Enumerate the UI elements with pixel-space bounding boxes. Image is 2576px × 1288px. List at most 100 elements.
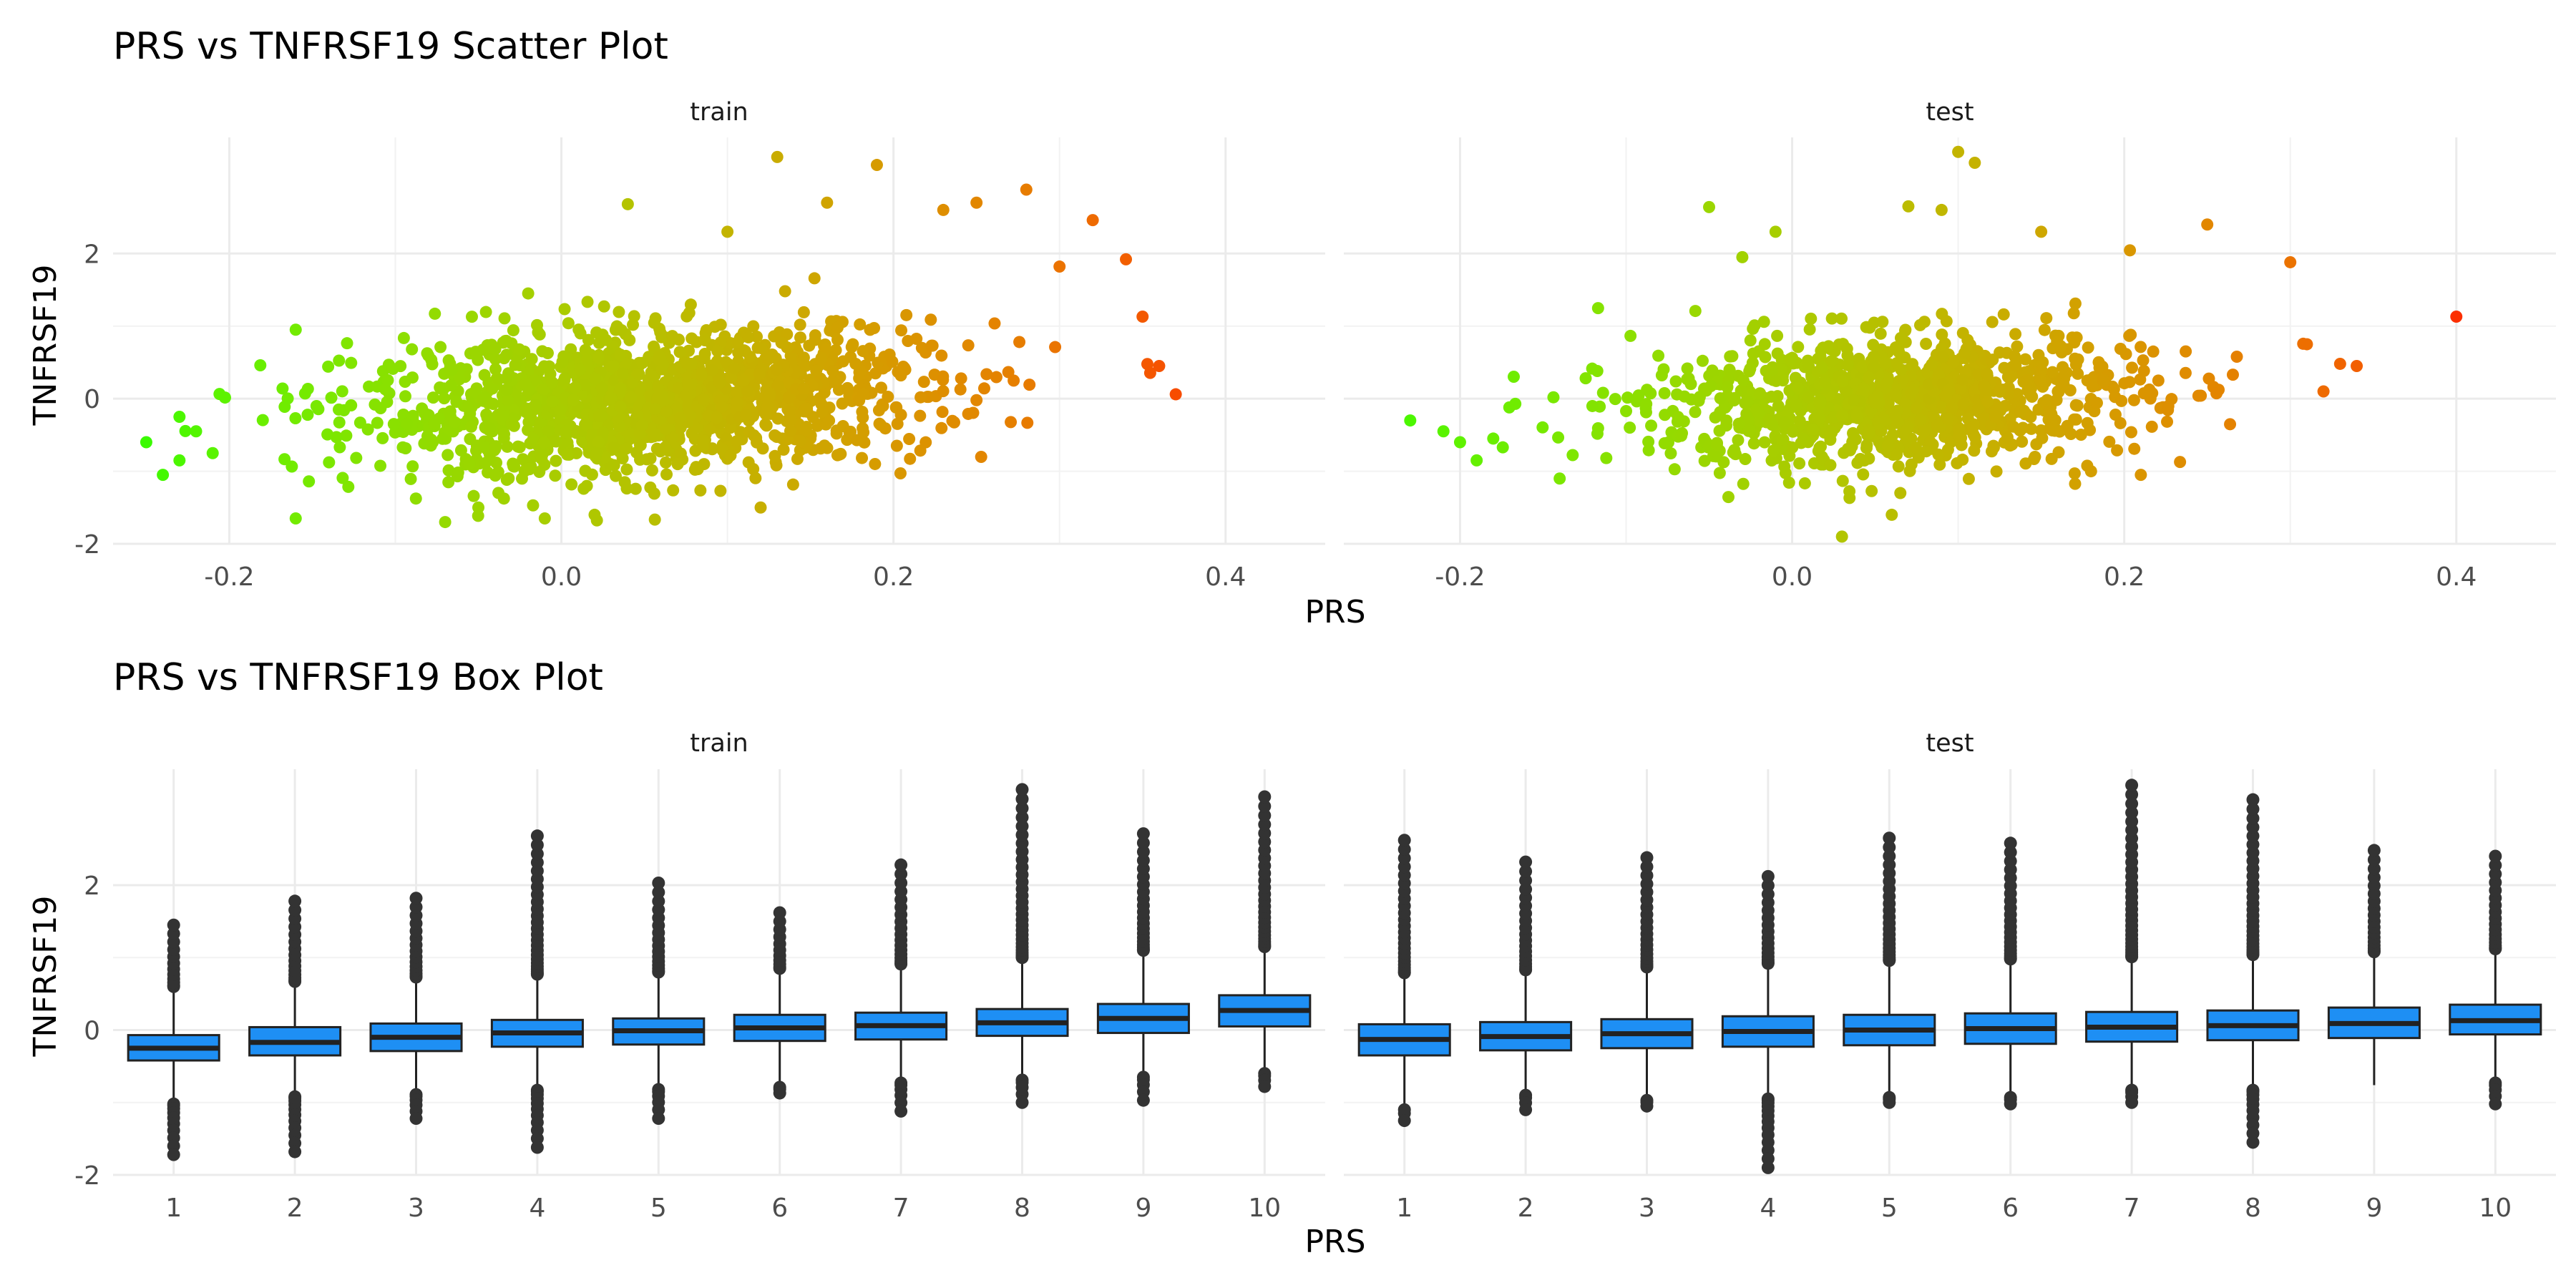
box-outlier	[2246, 1136, 2260, 1149]
scatter-point	[1946, 401, 1958, 414]
scatter-point	[1894, 331, 1907, 344]
box-outlier	[2004, 1097, 2017, 1111]
scatter-point	[1758, 436, 1771, 449]
scatter-point	[1470, 454, 1483, 467]
scatter-point	[336, 472, 349, 484]
box-outlier	[1015, 783, 1029, 796]
scatter-point	[590, 326, 603, 339]
scatter-point	[2074, 429, 2087, 441]
scatter-point	[2126, 361, 2139, 374]
scatter-point	[1936, 351, 1949, 364]
scatter-point	[1807, 423, 1820, 436]
scatter-point	[421, 347, 434, 360]
scatter-point	[1954, 382, 1967, 395]
scatter-point	[711, 344, 724, 357]
scatter-point	[2001, 431, 2014, 444]
box-outlier	[652, 1112, 665, 1126]
scatter-point	[399, 442, 412, 455]
scatter-point	[206, 447, 219, 459]
scatter-point	[1914, 414, 1927, 426]
scatter-point	[874, 381, 887, 394]
box-outlier	[1136, 845, 1150, 859]
scatter-point	[711, 411, 723, 424]
box-outlier	[1640, 860, 1654, 874]
scatter-point	[667, 484, 680, 497]
scatter-point	[673, 346, 686, 358]
scatter-point	[977, 382, 990, 395]
box-x-tick-label: 5	[650, 1194, 667, 1223]
scatter-point	[613, 306, 625, 318]
scatter-point	[1453, 436, 1466, 449]
scatter-point	[714, 484, 727, 497]
box-y-axis-title: TNFRSF19	[27, 896, 64, 1058]
scatter-point	[917, 376, 930, 389]
box-x-tick-label: 9	[1135, 1194, 1151, 1223]
box-group	[854, 858, 948, 1118]
scatter-point	[895, 324, 908, 337]
scatter-point	[1732, 434, 1745, 447]
scatter-point	[278, 453, 291, 466]
scatter-point	[1951, 457, 1963, 469]
scatter-point	[1143, 366, 1156, 379]
scatter-point	[1847, 394, 1860, 406]
scatter-point	[1990, 465, 2003, 478]
scatter-point	[1720, 414, 1733, 427]
scatter-point	[1889, 341, 1902, 354]
scatter-point	[731, 386, 743, 399]
scatter-point	[2301, 338, 2313, 351]
scatter-point	[2045, 452, 2058, 465]
scatter-point	[333, 416, 346, 429]
scatter-point	[2450, 311, 2463, 323]
scatter-point	[763, 387, 776, 400]
scatter-point	[697, 393, 710, 406]
scatter-point	[2014, 405, 2026, 418]
scatter-point	[1920, 445, 1933, 458]
scatter-point	[1710, 439, 1723, 452]
scatter-point	[962, 407, 975, 420]
scatter-point	[345, 356, 358, 369]
box-outlier	[894, 876, 908, 889]
scatter-point	[1855, 361, 1868, 374]
scatter-point	[567, 394, 580, 406]
scatter-point	[592, 336, 605, 349]
scatter-point	[670, 402, 683, 415]
scatter-point	[2210, 387, 2223, 400]
scatter-point	[1904, 387, 1917, 400]
scatter-point	[546, 376, 559, 389]
scatter-point	[770, 459, 783, 472]
scatter-point	[2035, 225, 2048, 238]
scatter-point	[1932, 448, 1945, 461]
scatter-point	[2174, 456, 2187, 469]
scatter-point	[849, 357, 862, 370]
scatter-point	[1787, 425, 1800, 438]
scatter-point	[856, 452, 869, 464]
box-outlier	[1015, 801, 1029, 815]
scatter-point	[615, 323, 628, 336]
scatter-point	[1404, 414, 1417, 427]
scatter-point	[497, 492, 510, 505]
scatter-point	[451, 470, 464, 483]
box-outliers	[1258, 790, 1272, 1093]
scatter-point	[975, 451, 987, 464]
scatter-point	[636, 356, 649, 369]
scatter-point	[2097, 374, 2109, 386]
box-outlier	[1015, 811, 1029, 824]
box-outlier	[2125, 797, 2139, 811]
scatter-point	[1757, 316, 1770, 328]
scatter-point	[955, 372, 967, 385]
scatter-point	[1801, 354, 1814, 367]
scatter-point	[597, 300, 610, 313]
box-group	[1963, 836, 2057, 1111]
scatter-point	[527, 433, 540, 446]
scatter-point	[1744, 362, 1757, 375]
scatter-point	[1668, 463, 1681, 476]
scatter-point	[2162, 400, 2175, 413]
scatter-point	[278, 400, 291, 413]
scatter-point	[644, 452, 657, 465]
scatter-point	[1021, 416, 1034, 429]
box-outlier	[1761, 879, 1775, 892]
scatter-point	[2202, 372, 2215, 385]
scatter-point	[477, 393, 489, 406]
scatter-point	[489, 353, 502, 366]
scatter-point	[648, 513, 661, 526]
